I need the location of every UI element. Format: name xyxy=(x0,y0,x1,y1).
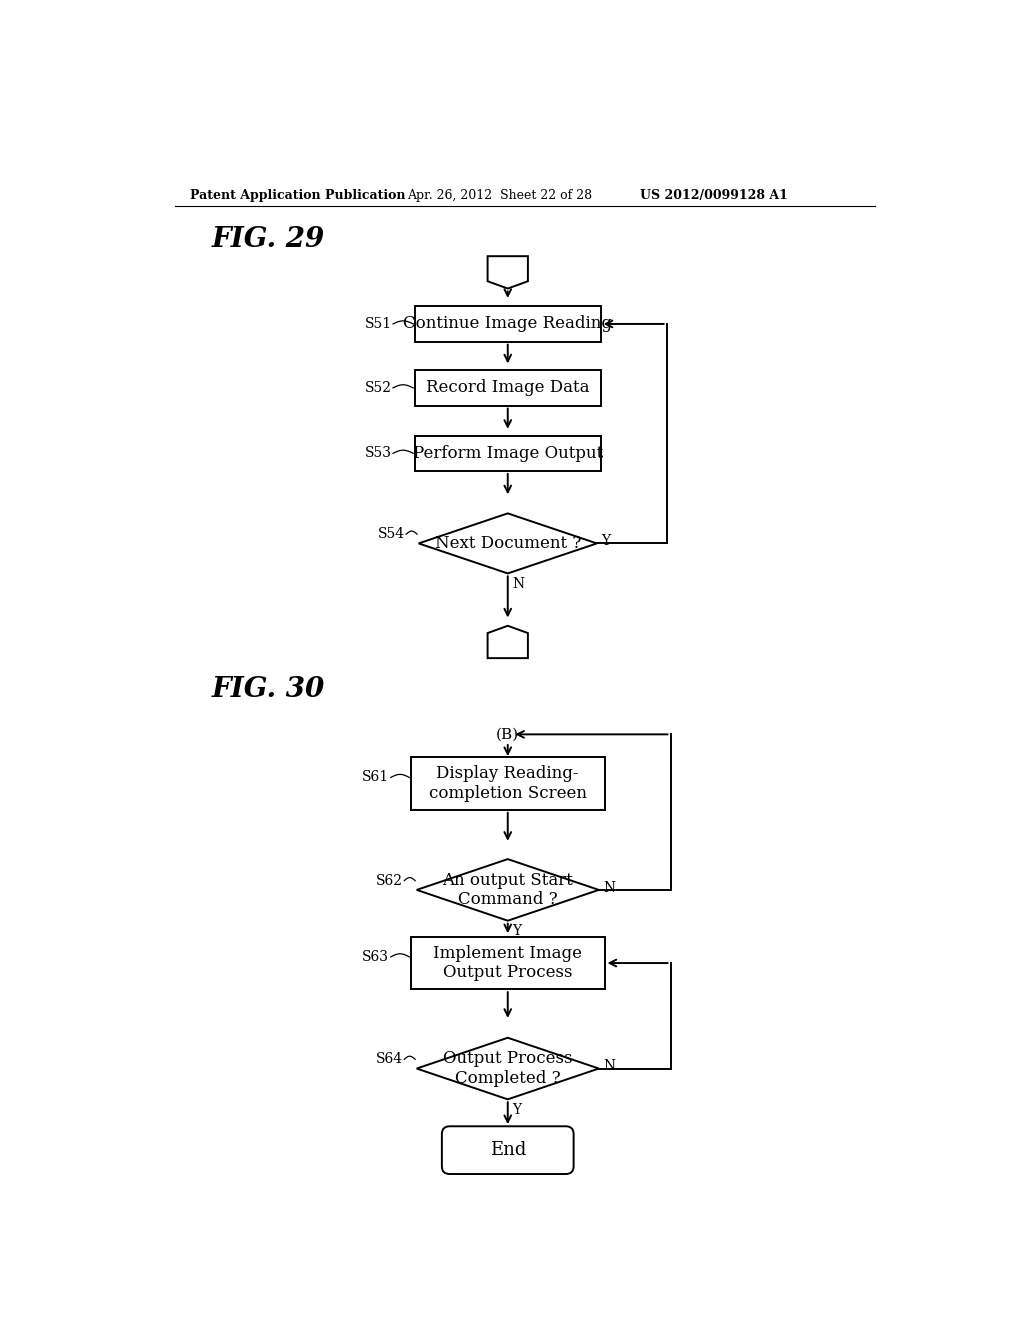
Polygon shape xyxy=(417,859,599,921)
Text: FIG. 30: FIG. 30 xyxy=(212,676,325,704)
Bar xyxy=(411,758,604,810)
Text: Perform Image Output: Perform Image Output xyxy=(413,445,603,462)
Bar xyxy=(411,937,604,989)
Text: Display Reading-
completion Screen: Display Reading- completion Screen xyxy=(429,766,587,803)
FancyBboxPatch shape xyxy=(442,1126,573,1173)
Text: Patent Application Publication: Patent Application Publication xyxy=(190,189,406,202)
Text: Apr. 26, 2012  Sheet 22 of 28: Apr. 26, 2012 Sheet 22 of 28 xyxy=(407,189,592,202)
Text: S62: S62 xyxy=(376,874,402,887)
Bar xyxy=(415,436,601,471)
Text: End: End xyxy=(489,1142,526,1159)
Text: N: N xyxy=(603,1059,615,1073)
Polygon shape xyxy=(419,513,597,573)
Text: Y: Y xyxy=(512,1104,521,1117)
Polygon shape xyxy=(417,1038,599,1100)
Text: US 2012/0099128 A1: US 2012/0099128 A1 xyxy=(640,189,787,202)
Text: FIG. 29: FIG. 29 xyxy=(212,226,325,252)
Text: N: N xyxy=(512,577,524,591)
Text: An output Start
Command ?: An output Start Command ? xyxy=(442,871,573,908)
Text: S61: S61 xyxy=(362,771,389,784)
Text: S54: S54 xyxy=(378,527,404,541)
Text: S51: S51 xyxy=(365,317,391,331)
Text: S53: S53 xyxy=(365,446,391,461)
Text: (B): (B) xyxy=(497,727,519,742)
Text: Y: Y xyxy=(512,924,521,939)
Bar xyxy=(415,370,601,405)
Text: Continue Image Reading: Continue Image Reading xyxy=(403,315,612,333)
Bar xyxy=(415,306,601,342)
Text: Output Process
Completed ?: Output Process Completed ? xyxy=(443,1051,572,1086)
Text: S64: S64 xyxy=(376,1052,402,1067)
Text: S63: S63 xyxy=(362,950,389,964)
Text: Record Image Data: Record Image Data xyxy=(426,379,590,396)
Polygon shape xyxy=(487,626,528,659)
Text: Y: Y xyxy=(601,535,610,548)
Text: S52: S52 xyxy=(365,381,391,395)
Polygon shape xyxy=(487,256,528,289)
Text: Implement Image
Output Process: Implement Image Output Process xyxy=(433,945,583,981)
Text: Next Document ?: Next Document ? xyxy=(434,535,581,552)
Text: N: N xyxy=(603,880,615,895)
